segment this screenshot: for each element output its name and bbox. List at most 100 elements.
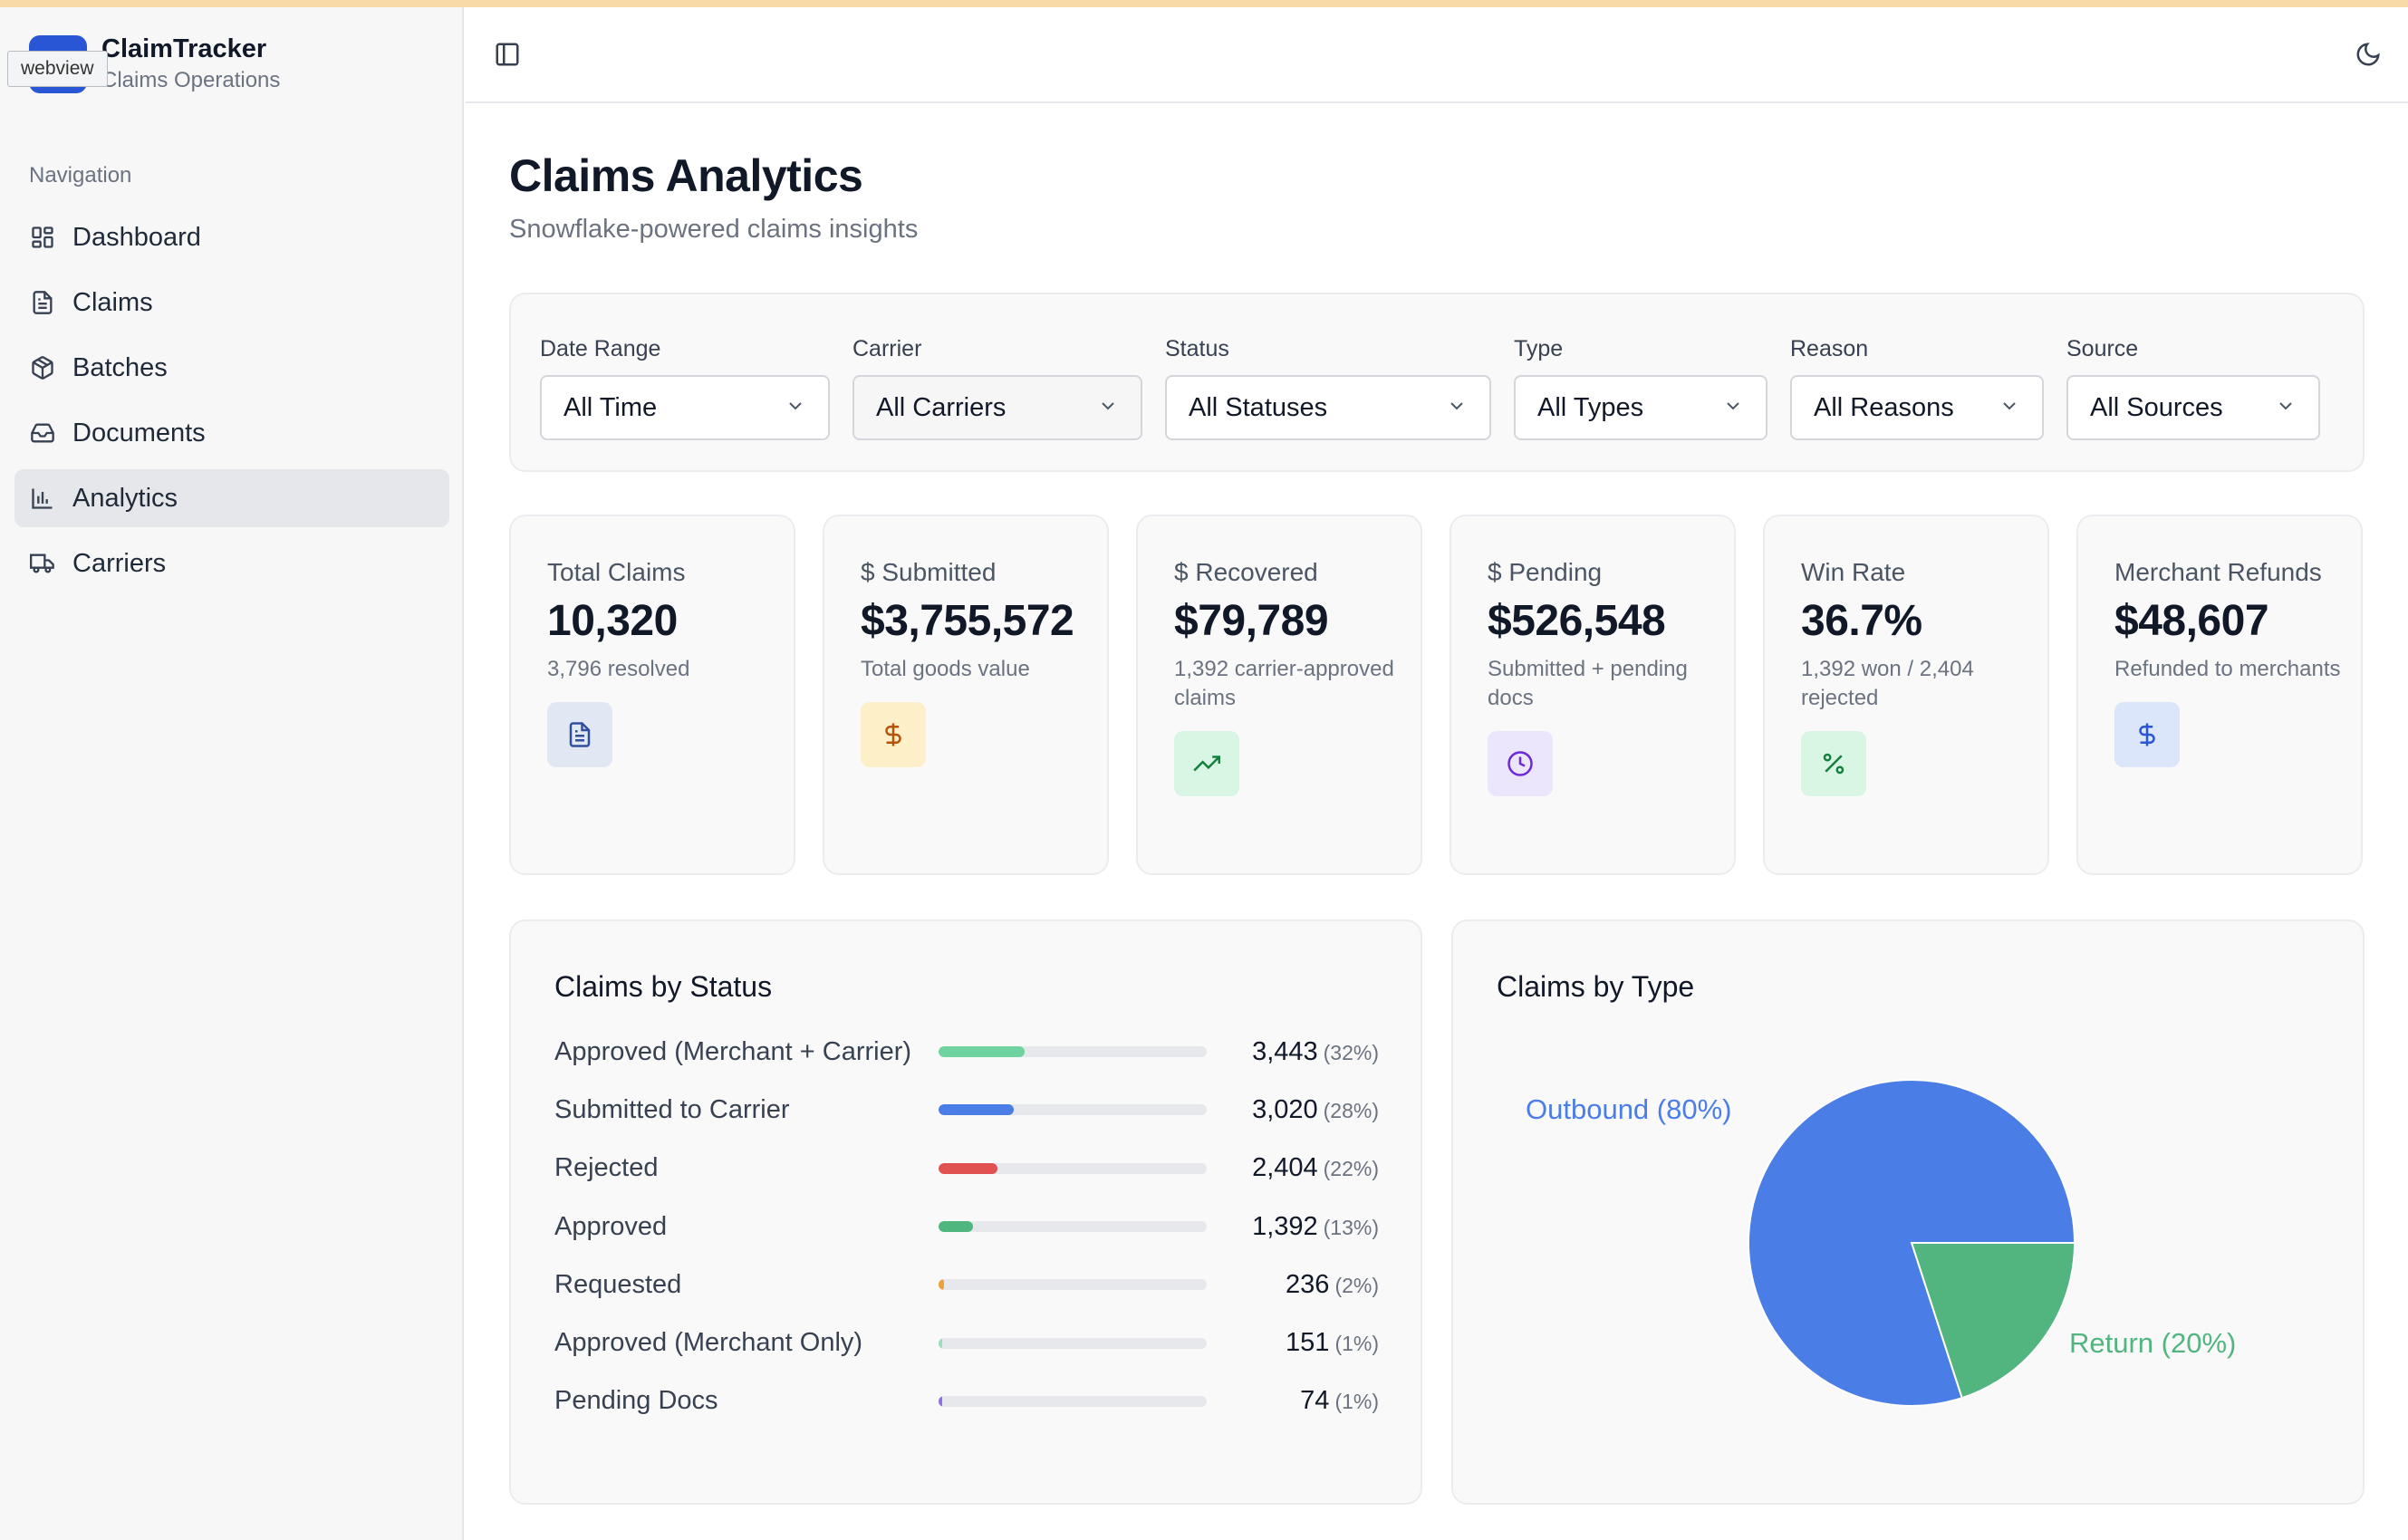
select-value: All Reasons: [1814, 392, 1954, 422]
status-row: Requested 236 (2%): [554, 1256, 1424, 1314]
status-count-percent: (32%): [1323, 1040, 1379, 1064]
kpi-card-pending: $ Pending $526,548 Submitted + pending d…: [1450, 515, 1736, 875]
status-label: Approved (Merchant + Carrier): [554, 1036, 912, 1066]
filter-reason: Reason All Reasons: [1790, 336, 2044, 440]
dollar-icon: [2114, 702, 2180, 767]
dollar-icon: [861, 702, 926, 767]
kpi-card-merchant-refunds: Merchant Refunds $48,607 Refunded to mer…: [2076, 515, 2363, 875]
status-bar-fill: [939, 1279, 944, 1291]
filter-label: Carrier: [852, 336, 922, 361]
sidebar-item-label: Analytics: [72, 483, 178, 513]
sidebar-item-batches[interactable]: Batches: [14, 339, 449, 397]
pie-label-return: Return (20%): [2069, 1327, 2236, 1359]
chevron-down-icon: [785, 395, 806, 421]
status-count: 2,404 (22%): [1252, 1153, 1379, 1183]
brand[interactable]: ClaimTracker Claims Operations: [29, 34, 280, 93]
status-count-value: 236: [1286, 1269, 1330, 1299]
theme-toggle-button[interactable]: [2350, 38, 2386, 74]
filter-label: Source: [2066, 336, 2139, 361]
kpi-card-win-rate: Win Rate 36.7% 1,392 won / 2,404 rejecte…: [1763, 515, 2049, 875]
status-count-value: 2,404: [1252, 1153, 1318, 1183]
nav-heading: Navigation: [29, 163, 132, 188]
claims-by-status-panel: Claims by Status Approved (Merchant + Ca…: [509, 919, 1422, 1505]
trending-up-icon: [1174, 731, 1239, 796]
status-bar-track: [939, 1162, 1207, 1174]
status-bar-track: [939, 1337, 1207, 1349]
filter-label: Reason: [1790, 336, 1869, 361]
status-select[interactable]: All Statuses: [1165, 375, 1491, 440]
moon-icon: [2355, 41, 2382, 72]
status-label: Approved: [554, 1211, 668, 1241]
sidebar-item-label: Claims: [72, 287, 153, 317]
kpi-note: Refunded to merchants: [2114, 657, 2341, 681]
kpi-note: 1,392 carrier-approved claims: [1174, 657, 1394, 710]
panel-left-icon: [494, 41, 521, 72]
status-count-percent: (22%): [1323, 1157, 1379, 1181]
status-bar-fill: [939, 1221, 974, 1233]
status-bar-track: [939, 1046, 1207, 1058]
kpi-card-total-claims: Total Claims 10,320 3,796 resolved: [509, 515, 795, 875]
status-count: 74 (1%): [1300, 1386, 1379, 1416]
sidebar-item-carriers[interactable]: Carriers: [14, 534, 449, 592]
sidebar-toggle-button[interactable]: [489, 38, 525, 74]
app-subtitle: Claims Operations: [101, 68, 281, 93]
type-select[interactable]: All Types: [1514, 375, 1767, 440]
source-select[interactable]: All Sources: [2066, 375, 2320, 440]
kpi-label: Merchant Refunds: [2114, 558, 2322, 586]
status-count-value: 3,020: [1252, 1094, 1318, 1124]
sidebar-item-dashboard[interactable]: Dashboard: [14, 208, 449, 266]
status-bar-fill: [939, 1395, 942, 1407]
truck-icon: [29, 550, 56, 577]
status-count-percent: (13%): [1323, 1215, 1379, 1239]
kpi-card-submitted: $ Submitted $3,755,572 Total goods value: [823, 515, 1109, 875]
status-label: Approved (Merchant Only): [554, 1328, 863, 1358]
status-count-value: 151: [1286, 1328, 1330, 1358]
top-accent-stripe: [0, 0, 2408, 7]
status-row: Approved 1,392 (13%): [554, 1198, 1424, 1256]
filter-label: Status: [1165, 336, 1229, 361]
sidebar-item-label: Carriers: [72, 548, 167, 578]
kpi-note: Total goods value: [861, 657, 1030, 681]
sidebar-item-analytics[interactable]: Analytics: [14, 469, 449, 527]
kpi-card-recovered: $ Recovered $79,789 1,392 carrier-approv…: [1136, 515, 1422, 875]
filter-label: Date Range: [540, 336, 661, 361]
status-bar-track: [939, 1104, 1207, 1116]
pie-label-outbound: Outbound (80%): [1526, 1093, 1731, 1125]
sidebar-item-claims[interactable]: Claims: [14, 274, 449, 332]
sidebar-item-label: Dashboard: [72, 222, 201, 252]
kpi-label: Win Rate: [1801, 558, 1906, 586]
filter-status: Status All Statuses: [1165, 336, 1491, 440]
status-count-percent: (28%): [1323, 1098, 1379, 1122]
chevron-down-icon: [1722, 395, 1744, 421]
page-title: Claims Analytics: [509, 150, 863, 201]
sidebar-item-documents[interactable]: Documents: [14, 404, 449, 462]
select-value: All Carriers: [876, 392, 1007, 422]
status-row: Approved (Merchant Only) 151 (1%): [554, 1314, 1424, 1372]
kpi-value: $3,755,572: [861, 597, 1074, 645]
chevron-down-icon: [2275, 395, 2297, 421]
status-count: 3,443 (32%): [1252, 1037, 1379, 1067]
kpi-label: $ Recovered: [1174, 558, 1318, 586]
kpi-cards: Total Claims 10,320 3,796 resolved $ Sub…: [509, 515, 2365, 875]
reason-select[interactable]: All Reasons: [1790, 375, 2044, 440]
carrier-select[interactable]: All Carriers: [852, 375, 1142, 440]
status-count-percent: (2%): [1334, 1273, 1379, 1297]
file-text-icon: [547, 702, 612, 767]
pie-slice-outbound[interactable]: [1748, 1079, 2076, 1407]
status-bar-fill: [939, 1337, 942, 1349]
status-label: Submitted to Carrier: [554, 1094, 790, 1124]
status-label: Requested: [554, 1269, 682, 1299]
clock-icon: [1488, 731, 1553, 796]
kpi-note: Submitted + pending docs: [1488, 657, 1688, 710]
pie-chart: Outbound (80%) Return (20%): [1526, 1079, 2236, 1407]
app-name: ClaimTracker: [101, 34, 267, 63]
pie-slice-return[interactable]: [1910, 1242, 2076, 1400]
sidebar-item-label: Batches: [72, 352, 168, 382]
inbox-icon: [29, 419, 56, 447]
kpi-value: $79,789: [1174, 597, 1329, 645]
sidebar-nav: Dashboard Claims Batches Documents Analy…: [14, 208, 449, 600]
date-range-select[interactable]: All Time: [540, 375, 830, 440]
status-bar-track: [939, 1395, 1207, 1407]
select-value: All Sources: [2090, 392, 2223, 422]
status-row: Submitted to Carrier 3,020 (28%): [554, 1081, 1424, 1139]
